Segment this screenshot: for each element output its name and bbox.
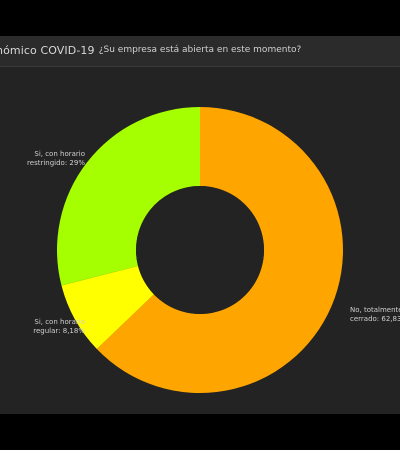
slice-label-line: Si, con horario xyxy=(34,318,85,326)
slice-label-line: Si, con horario xyxy=(34,150,85,158)
slice-label-line: regular: 8,18% xyxy=(33,327,85,335)
slice-label-line: restringido: 29% xyxy=(27,159,85,167)
chart-title: ¿Su empresa está abierta en este momento… xyxy=(98,45,302,55)
slice-label-line: No, totalmente xyxy=(350,306,400,314)
bottom-bar xyxy=(0,414,400,450)
slice-label: Si, con horario restringido: 29% xyxy=(27,150,85,167)
donut-slice[interactable] xyxy=(56,107,200,286)
slice-label-line: cerrado: 62,83% xyxy=(350,315,400,323)
slice-label: Si, con horario regular: 8,18% xyxy=(33,318,85,335)
donut-hole xyxy=(136,186,264,314)
donut-slice[interactable] xyxy=(96,107,344,393)
donut-slice[interactable] xyxy=(61,265,154,350)
page-title: nómico COVID-19 xyxy=(0,44,95,57)
header-bar: nómico COVID-19 xyxy=(0,36,400,67)
